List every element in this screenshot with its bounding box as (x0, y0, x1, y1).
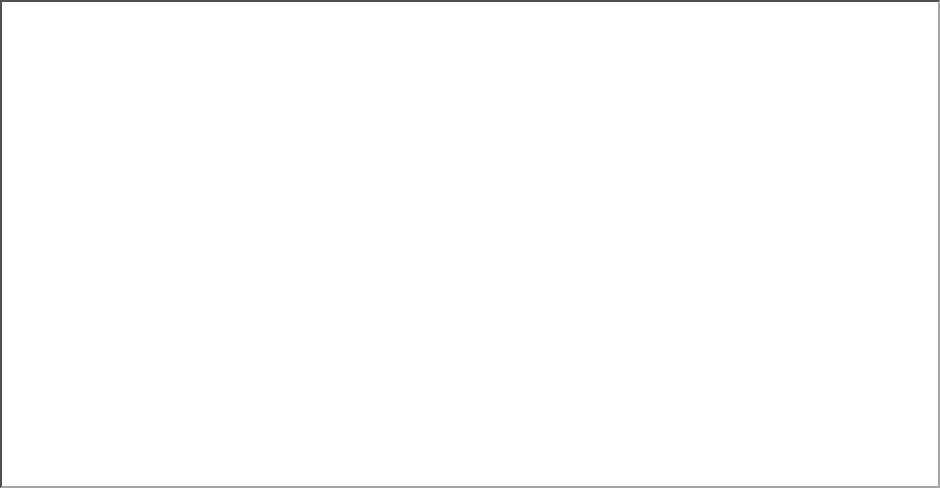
power-consumption-chart (2, 2, 938, 486)
chart-canvas (0, 0, 940, 488)
